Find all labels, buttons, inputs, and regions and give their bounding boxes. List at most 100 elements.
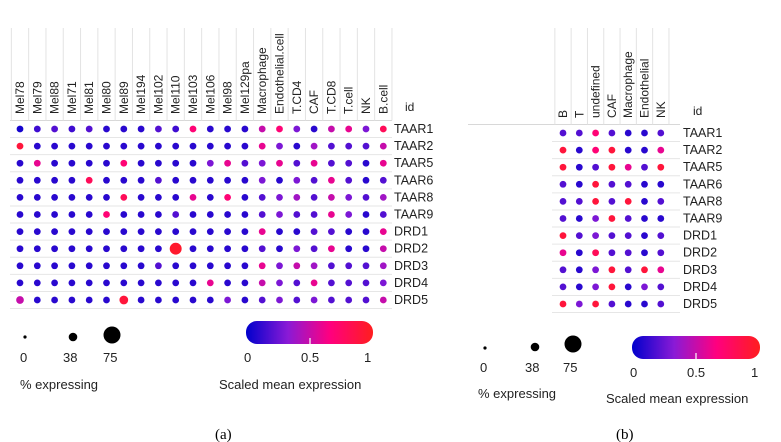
size-legend-dot-38 — [68, 332, 78, 342]
dot — [155, 211, 162, 218]
row-label: TAAR9 — [394, 208, 433, 222]
dot — [33, 279, 41, 287]
dot — [241, 228, 249, 235]
row-label: DRD3 — [683, 263, 717, 277]
dot — [51, 296, 58, 304]
dot — [51, 142, 58, 150]
dot — [657, 283, 665, 291]
column-label: Mel89 — [117, 81, 131, 114]
dot — [624, 163, 632, 171]
dot — [559, 180, 567, 188]
dot — [362, 176, 370, 184]
dot — [293, 142, 301, 150]
dot — [137, 211, 145, 218]
panel-a-column-labels: Mel78 Mel79 Mel88 Mel71 Mel81 Mel80 Mel89 Mel19… — [13, 33, 390, 114]
dot — [641, 266, 648, 274]
dot — [559, 129, 567, 137]
dot — [379, 279, 387, 287]
column-label: Endothelial.cell — [273, 33, 287, 114]
panel-a-id-label: id — [405, 100, 414, 114]
dot — [592, 249, 599, 257]
dot — [310, 176, 318, 184]
dot — [258, 262, 266, 270]
dot — [68, 125, 76, 133]
dot — [310, 228, 318, 235]
row-label: TAAR8 — [683, 194, 722, 208]
dot — [328, 296, 335, 304]
column-label: Mel129pa — [238, 61, 252, 114]
dot — [119, 295, 129, 305]
dot — [624, 129, 632, 137]
dot — [189, 279, 197, 287]
dot — [657, 266, 665, 274]
dot — [641, 283, 648, 291]
dot — [189, 176, 197, 184]
dot — [362, 142, 370, 150]
panel-a-dots — [16, 125, 387, 305]
row-label: TAAR2 — [683, 143, 722, 157]
dot — [189, 245, 197, 253]
dot — [68, 211, 76, 218]
dot — [172, 211, 180, 218]
dot — [559, 232, 567, 239]
dot — [103, 211, 110, 218]
dot — [103, 245, 110, 253]
dot — [68, 279, 76, 287]
dot — [379, 211, 387, 218]
dot — [68, 159, 76, 167]
column-label: T.cell — [342, 87, 356, 114]
dot — [293, 279, 301, 287]
dot — [137, 194, 145, 201]
dot — [16, 262, 24, 270]
color-legend-bar — [246, 321, 373, 344]
dot — [155, 142, 162, 150]
dot — [328, 262, 335, 270]
dot — [258, 211, 266, 218]
dot — [379, 142, 387, 150]
dot — [33, 262, 41, 270]
dot — [33, 194, 41, 201]
dot — [641, 129, 648, 137]
dot — [103, 159, 110, 167]
dot — [657, 129, 665, 137]
size-legend-label-75: 75 — [103, 350, 117, 365]
dot — [575, 198, 583, 205]
row-label: TAAR2 — [394, 139, 433, 153]
dot — [51, 245, 58, 253]
dot — [16, 296, 24, 304]
dot — [624, 198, 632, 205]
dot — [345, 176, 353, 184]
dot — [345, 296, 353, 304]
dot — [189, 194, 197, 201]
dot — [189, 211, 197, 218]
dot — [258, 245, 266, 253]
dot — [575, 215, 583, 222]
dot — [85, 228, 93, 235]
dot — [120, 228, 128, 235]
size-legend-dot-0 — [23, 335, 27, 339]
dot — [258, 228, 266, 235]
size-legend-b-label-38: 38 — [525, 360, 539, 375]
row-label: DRD5 — [394, 293, 428, 307]
dot — [624, 180, 632, 188]
dot — [241, 279, 249, 287]
row-label: TAAR1 — [683, 126, 722, 140]
dot — [16, 142, 24, 150]
dot — [155, 262, 162, 270]
column-label: Mel110 — [169, 75, 183, 114]
dot — [137, 228, 145, 235]
column-label: NK — [359, 97, 373, 114]
column-label: Mel79 — [30, 81, 44, 114]
dot — [276, 159, 283, 167]
panel-b-dots — [559, 129, 665, 308]
dot — [608, 232, 616, 239]
column-label: CAF — [307, 90, 321, 114]
dot — [608, 146, 616, 154]
size-legend-b-title: % expressing — [478, 386, 556, 401]
dot — [120, 279, 128, 287]
dot — [241, 125, 249, 133]
dot — [328, 245, 335, 253]
dot — [224, 262, 231, 270]
